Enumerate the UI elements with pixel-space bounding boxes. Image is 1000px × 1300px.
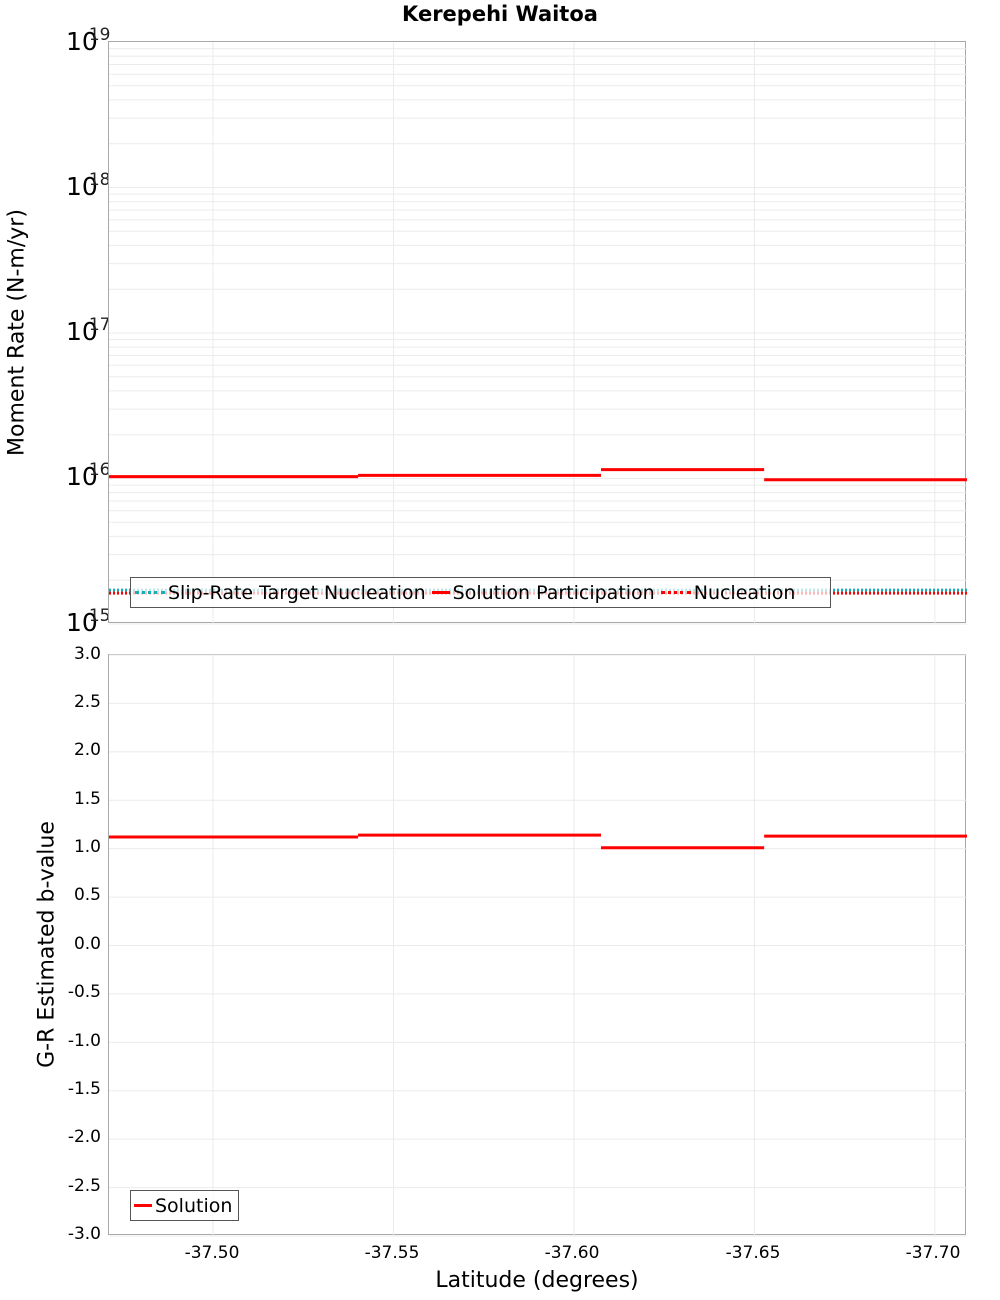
top-y-axis-label: Moment Rate (N-m/yr) [4,209,30,456]
tick-exponent: 17 [88,315,111,335]
legend-item-nucleation: Nucleation [660,581,796,604]
bottom-ytick: 2.0 [73,740,101,760]
xtick: -37.65 [725,1243,781,1263]
bottom-legend: Solution [130,1190,239,1221]
tick-base: 10 [66,317,98,346]
chart-title: Kerepehi Waitoa [402,2,598,26]
moment-rate-plot: Slip-Rate Target Nucleation Solution Par… [108,41,967,625]
top-ytick: 1015 [66,608,110,637]
top-ytick: 1018 [66,172,110,201]
legend-label: Nucleation [693,581,796,604]
solid-red-line-icon [431,591,450,594]
bottom-ytick: -2.5 [67,1176,101,1196]
bottom-ytick: -1.5 [67,1079,101,1099]
tick-exponent: 16 [88,460,111,480]
bottom-ytick: 3.0 [73,644,101,664]
bottom-ytick: 2.5 [73,692,101,712]
legend-label: Solution Participation [452,581,655,604]
tick-base: 10 [66,172,98,201]
legend-item-solution-participation: Solution Participation [431,581,655,604]
tick-exponent: 15 [88,606,111,626]
b-value-plot: Solution [108,654,967,1237]
bottom-ytick: 0.0 [73,934,101,954]
legend-item-slip-rate-target: Slip-Rate Target Nucleation [135,582,426,604]
tick-base: 10 [66,27,98,56]
b-value-plot-area [109,654,967,1237]
legend-label: Solution [155,1194,233,1217]
solid-red-line-icon [134,1204,152,1207]
bottom-ytick: 0.5 [73,885,101,905]
tick-exponent: 19 [88,25,111,45]
bottom-ytick: 1.0 [73,837,101,857]
bottom-ytick: -0.5 [67,982,101,1002]
moment-rate-plot-area [109,42,967,625]
bottom-ytick: -3.0 [67,1224,101,1244]
xtick: -37.55 [364,1243,420,1263]
legend-item-solution: Solution [134,1195,232,1217]
xtick: -37.70 [905,1243,961,1263]
top-legend: Slip-Rate Target Nucleation Solution Par… [130,577,831,608]
x-axis-label: Latitude (degrees) [435,1268,639,1293]
xtick: -37.60 [544,1243,600,1263]
top-ytick: 1019 [66,27,110,56]
tick-base: 10 [66,608,98,637]
dotted-red-line-icon [660,591,691,594]
bottom-ytick: -2.0 [67,1127,101,1147]
dotted-cyan-line-icon [135,591,165,594]
xtick: -37.50 [184,1243,240,1263]
top-ytick: 1017 [66,317,110,346]
legend-label: Slip-Rate Target Nucleation [168,581,426,604]
bottom-ytick: -1.0 [67,1031,101,1051]
top-ytick: 1016 [66,462,110,491]
tick-base: 10 [66,462,98,491]
tick-exponent: 18 [88,170,111,190]
bottom-ytick: 1.5 [73,789,101,809]
